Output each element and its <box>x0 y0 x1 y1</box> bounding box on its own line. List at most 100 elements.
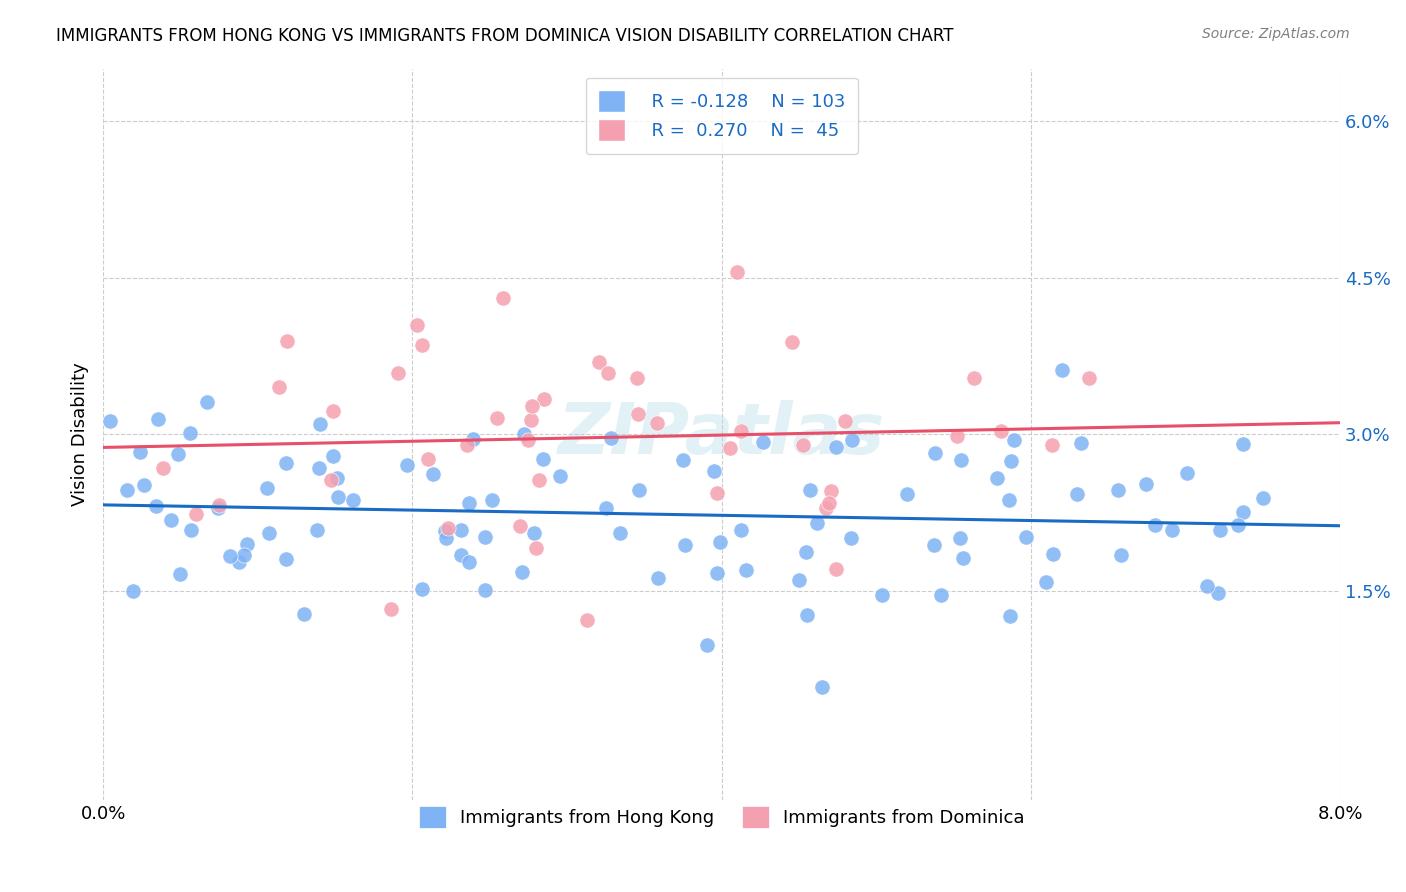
Point <box>380 602 402 616</box>
Point <box>184 507 207 521</box>
Point <box>1143 517 1166 532</box>
Point <box>276 456 298 470</box>
Point <box>436 531 458 545</box>
Point <box>292 607 315 621</box>
Point <box>627 407 650 421</box>
Point <box>931 588 953 602</box>
Point <box>1035 575 1057 590</box>
Point <box>752 434 775 449</box>
Point <box>437 521 460 535</box>
Point <box>952 551 974 566</box>
Point <box>450 548 472 562</box>
Point <box>824 440 846 454</box>
Point <box>924 445 946 459</box>
Point <box>457 496 479 510</box>
Point <box>1109 549 1132 563</box>
Point <box>321 474 343 488</box>
Point <box>672 453 695 467</box>
Point <box>647 570 669 584</box>
Point <box>474 582 496 597</box>
Point <box>792 437 814 451</box>
Point <box>179 426 201 441</box>
Text: Source: ZipAtlas.com: Source: ZipAtlas.com <box>1202 27 1350 41</box>
Point <box>533 392 555 406</box>
Point <box>799 483 821 498</box>
Point <box>481 493 503 508</box>
Point <box>575 613 598 627</box>
Point <box>818 496 841 510</box>
Point <box>1160 524 1182 538</box>
Point <box>232 549 254 563</box>
Point <box>1078 370 1101 384</box>
Point <box>396 458 419 472</box>
Point <box>949 453 972 467</box>
Point <box>450 523 472 537</box>
Point <box>706 566 728 581</box>
Point <box>946 429 969 443</box>
Point <box>166 447 188 461</box>
Point <box>517 433 540 447</box>
Point <box>811 680 834 694</box>
Point <box>1050 362 1073 376</box>
Point <box>269 380 291 394</box>
Point <box>796 607 818 622</box>
Y-axis label: Vision Disability: Vision Disability <box>72 362 89 507</box>
Point <box>730 425 752 439</box>
Point <box>411 338 433 352</box>
Point <box>696 638 718 652</box>
Point <box>628 483 651 497</box>
Text: ZIPatlas: ZIPatlas <box>558 400 886 469</box>
Point <box>990 424 1012 438</box>
Point <box>599 431 621 445</box>
Point <box>806 516 828 530</box>
Point <box>596 366 619 380</box>
Point <box>548 468 571 483</box>
Point <box>195 394 218 409</box>
Point <box>1209 523 1232 537</box>
Point <box>1042 547 1064 561</box>
Point <box>406 318 429 332</box>
Point <box>1000 454 1022 468</box>
Point <box>322 450 344 464</box>
Point <box>1066 487 1088 501</box>
Point <box>1107 483 1129 498</box>
Point <box>839 531 862 545</box>
Point <box>820 484 842 499</box>
Point <box>609 526 631 541</box>
Point <box>305 523 328 537</box>
Point <box>276 334 298 348</box>
Point <box>703 464 725 478</box>
Point <box>416 452 439 467</box>
Point <box>1251 491 1274 505</box>
Point <box>1015 530 1038 544</box>
Point <box>98 414 121 428</box>
Point <box>513 427 536 442</box>
Point <box>422 467 444 482</box>
Point <box>509 519 531 533</box>
Point <box>1208 586 1230 600</box>
Point <box>986 471 1008 485</box>
Point <box>963 370 986 384</box>
Point <box>308 461 330 475</box>
Point <box>235 537 257 551</box>
Point <box>718 441 741 455</box>
Point <box>1232 505 1254 519</box>
Point <box>474 530 496 544</box>
Point <box>524 541 547 556</box>
Point <box>132 478 155 492</box>
Point <box>1232 437 1254 451</box>
Point <box>129 444 152 458</box>
Point <box>169 566 191 581</box>
Point <box>492 291 515 305</box>
Point <box>870 588 893 602</box>
Point <box>387 366 409 380</box>
Point <box>734 563 756 577</box>
Point <box>456 438 478 452</box>
Point <box>841 434 863 448</box>
Point <box>325 471 347 485</box>
Point <box>228 556 250 570</box>
Point <box>411 582 433 596</box>
Point <box>122 584 145 599</box>
Point <box>520 413 543 427</box>
Point <box>1070 435 1092 450</box>
